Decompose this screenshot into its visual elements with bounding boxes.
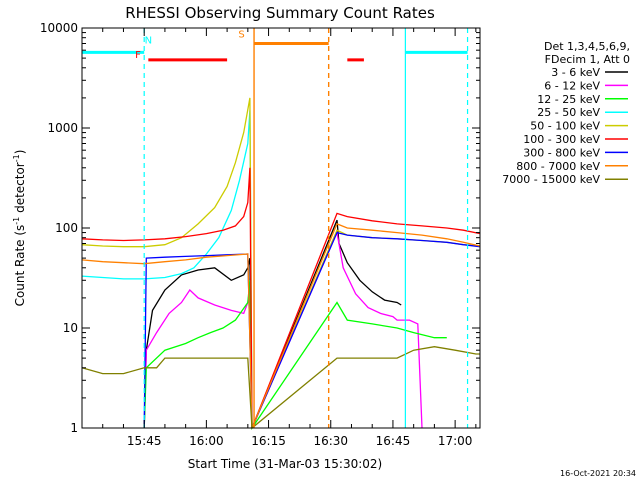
series-line-3 (81, 110, 253, 429)
y-tick-label-0: 1 (70, 421, 78, 435)
y-tick-label-1: 10 (63, 321, 78, 335)
legend-label-8: 7000 - 15000 keV (502, 173, 600, 186)
legend-label-7: 800 - 7000 keV (516, 160, 600, 173)
y-tick-label-2: 100 (55, 221, 78, 235)
plot-area: NF S (81, 28, 481, 431)
legend-label-0: 3 - 6 keV (551, 66, 600, 79)
series-line-6 (143, 231, 481, 429)
series-line-2 (143, 280, 447, 431)
legend-header-line-2: FDecim 1, Att 0 (545, 53, 630, 66)
x-tick-label-1: 16:00 (189, 434, 224, 448)
x-axis-label: Start Time (31-Mar-03 15:30:02) (188, 457, 382, 471)
axes: 15:45 16:00 16:15 16:30 16:45 17:00 1 10 100 1000… (40, 21, 480, 448)
legend-label-2: 12 - 25 keV (537, 93, 600, 106)
y-tick-label-3: 1000 (47, 121, 78, 135)
x-tick-label-3: 16:30 (313, 434, 348, 448)
legend-label-6: 300 - 800 keV (523, 146, 600, 159)
timestamp: 16-Oct-2021 20:34 (560, 469, 636, 478)
annotation-label-f: F (135, 50, 141, 61)
y-axis-label: Count Rate (s-1 detector-1) (12, 150, 27, 307)
series-line-7 (81, 223, 481, 429)
x-tick-label-4: 16:45 (376, 434, 411, 448)
legend-header-line-1: Det 1,3,4,5,6,9, (544, 40, 630, 53)
x-tick-label-0: 15:45 (127, 434, 162, 448)
legend-label-5: 100 - 300 keV (523, 133, 600, 146)
annotation-label-n: N (145, 35, 152, 46)
series-line-8 (81, 346, 480, 430)
y-tick-label-4: 10000 (40, 21, 78, 35)
annotation-label-s: S (238, 30, 244, 41)
series-line-0 (143, 219, 402, 429)
x-tick-label-2: 16:15 (251, 434, 286, 448)
series-line-1 (143, 230, 423, 429)
legend-label-4: 50 - 100 keV (530, 120, 600, 133)
x-tick-label-5: 17:00 (438, 434, 473, 448)
legend-label-3: 25 - 50 keV (537, 106, 600, 119)
chart-title: RHESSI Observing Summary Count Rates (125, 4, 435, 22)
legend-label-1: 6 - 12 keV (544, 79, 600, 92)
series-line-5 (81, 167, 481, 429)
